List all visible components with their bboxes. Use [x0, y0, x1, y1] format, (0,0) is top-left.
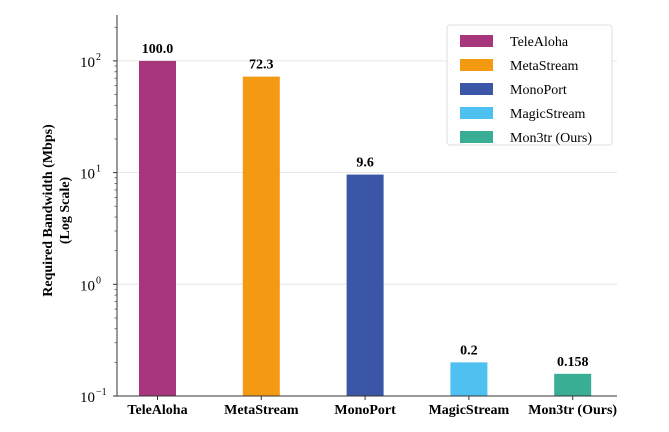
value-label: 0.2 [460, 343, 478, 358]
bars: 100.0 72.3 9.6 0.2 0.158 [139, 42, 592, 397]
legend-swatch [460, 59, 493, 71]
x-tick-label: MagicStream [429, 403, 510, 418]
x-tick-label: TeleAloha [127, 403, 187, 418]
x-ticks: TeleAloha MetaStream MonoPort MagicStream Mo… [127, 396, 617, 418]
value-label: 72.3 [249, 58, 274, 73]
x-tick-label: MetaStream [224, 403, 299, 418]
legend-entry: MetaStream [510, 59, 579, 74]
y-tick-label: 10 [80, 167, 95, 183]
legend-swatch [460, 131, 493, 143]
y-tick-label: 10 [80, 55, 95, 71]
x-tick-label: Mon3tr (Ours) [528, 403, 617, 418]
legend-entry: MagicStream [510, 107, 586, 122]
bar-telealoha [139, 60, 176, 397]
legend-swatch [460, 107, 493, 119]
x-tick-label: MonoPort [334, 403, 396, 418]
y-tick-exponent: −1 [96, 387, 107, 398]
legend-swatch [460, 35, 493, 47]
y-tick-label: 10 [80, 390, 95, 406]
y-tick-exponent: 2 [96, 52, 101, 63]
y-axis-label-line: (Log Scale) [58, 177, 73, 245]
y-tick-label: 10 [80, 278, 95, 294]
bar-mon3tr-ours- [554, 373, 592, 396]
value-label: 100.0 [142, 42, 174, 57]
bar-magicstream [450, 362, 488, 396]
legend-entry: MonoPort [510, 83, 567, 98]
bar-monoport [346, 174, 384, 396]
bar-metastream [242, 76, 280, 397]
legend-swatch [460, 83, 493, 95]
legend: TeleAloha MetaStream MonoPort MagicStream Mo… [446, 24, 613, 146]
y-tick-exponent: 1 [96, 164, 101, 175]
value-label: 9.6 [356, 156, 374, 171]
legend-entry: TeleAloha [510, 35, 569, 50]
y-tick-exponent: 0 [96, 275, 101, 286]
value-label: 0.158 [557, 355, 589, 370]
y-axis-label-line: Required Bandwidth (Mbps) [41, 124, 56, 297]
legend-entry: Mon3tr (Ours) [510, 131, 592, 146]
y-axis-label: Required Bandwidth (Mbps) (Log Scale) [41, 124, 73, 297]
